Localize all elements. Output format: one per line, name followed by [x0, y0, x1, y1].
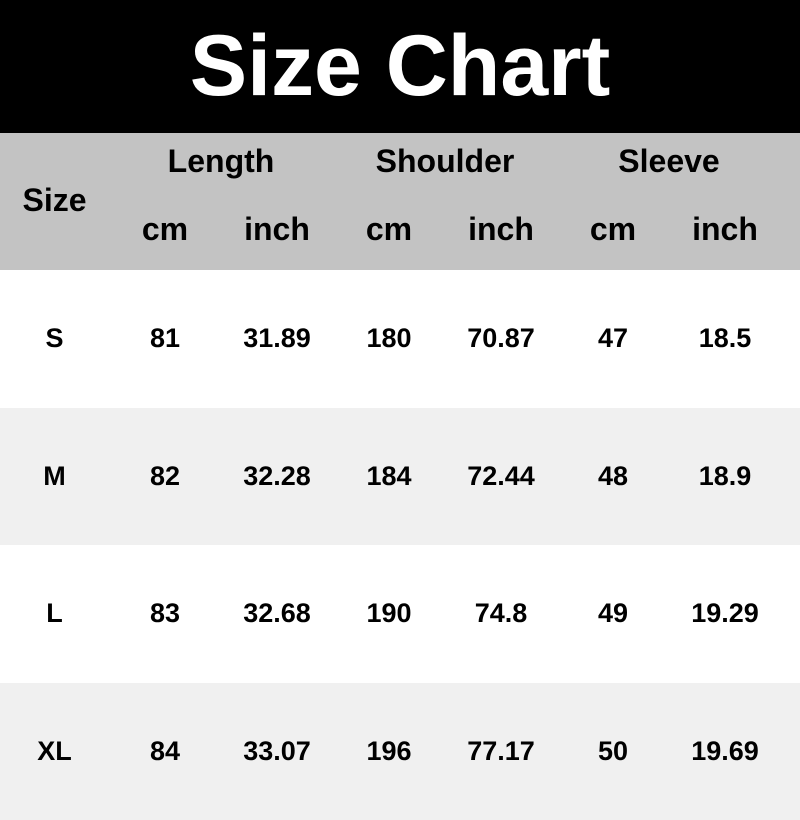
value-cell: 50: [557, 736, 669, 767]
header-unit: inch: [669, 211, 781, 248]
value-cell: 31.89: [221, 323, 333, 354]
value-cell: 72.44: [445, 461, 557, 492]
value-cell: 19.69: [669, 736, 781, 767]
value-cell: 32.68: [221, 598, 333, 629]
value-cell: 48: [557, 461, 669, 492]
value-cell: 33.07: [221, 736, 333, 767]
header-unit: cm: [333, 211, 445, 248]
header-shoulder: Shoulder: [333, 143, 557, 180]
value-cell: 18.5: [669, 323, 781, 354]
value-cell: 47: [557, 323, 669, 354]
table-header: Size Length Shoulder Sleeve cm inch cm i…: [0, 133, 800, 270]
size-cell: S: [0, 323, 109, 354]
size-cell: L: [0, 598, 109, 629]
value-cell: 196: [333, 736, 445, 767]
header-unit: inch: [221, 211, 333, 248]
value-cell: 74.8: [445, 598, 557, 629]
value-cell: 190: [333, 598, 445, 629]
page-title: Size Chart: [0, 0, 800, 133]
value-cell: 83: [109, 598, 221, 629]
header-unit: inch: [445, 211, 557, 248]
size-cell: XL: [0, 736, 109, 767]
value-cell: 81: [109, 323, 221, 354]
value-cell: 32.28: [221, 461, 333, 492]
header-length: Length: [109, 143, 333, 180]
value-cell: 84: [109, 736, 221, 767]
header-unit: cm: [557, 211, 669, 248]
value-cell: 184: [333, 461, 445, 492]
header-unit: cm: [109, 211, 221, 248]
header-sleeve: Sleeve: [557, 143, 781, 180]
header-size: Size: [0, 182, 109, 219]
value-cell: 70.87: [445, 323, 557, 354]
value-cell: 180: [333, 323, 445, 354]
size-cell: M: [0, 461, 109, 492]
value-cell: 77.17: [445, 736, 557, 767]
value-cell: 49: [557, 598, 669, 629]
value-cell: 82: [109, 461, 221, 492]
value-cell: 18.9: [669, 461, 781, 492]
value-cell: 19.29: [669, 598, 781, 629]
